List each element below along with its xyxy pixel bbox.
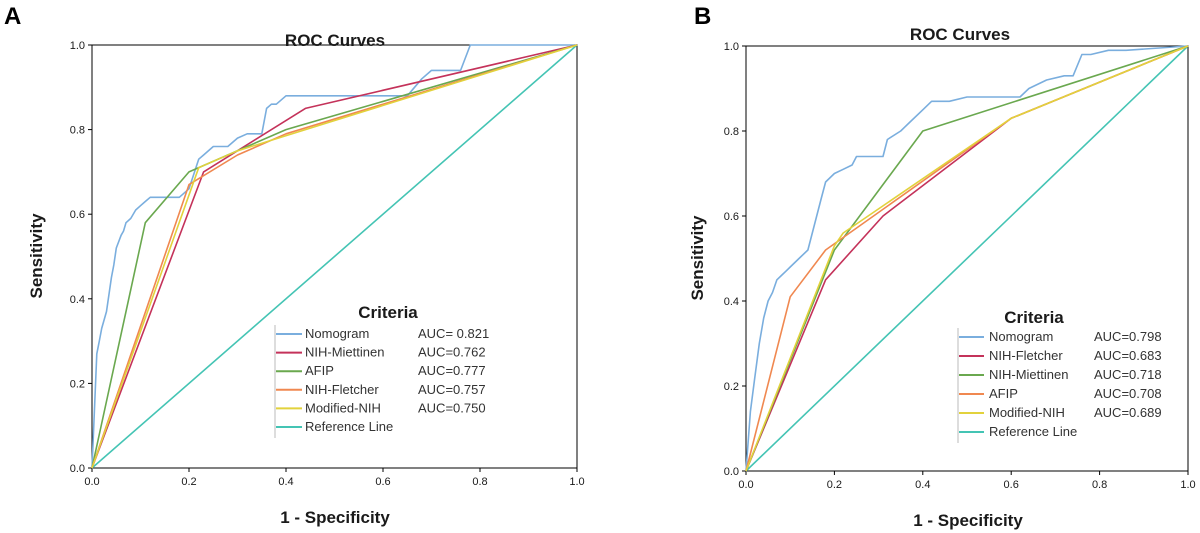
legend-auc-modified-nih: AUC=0.689 (1094, 405, 1162, 420)
x-tick-label: 0.0 (738, 479, 753, 491)
y-tick-label: 0.6 (70, 209, 85, 221)
x-tick-label: 0.6 (375, 476, 390, 488)
x-tick-label: 0.4 (915, 479, 930, 491)
legend-entry-nih-fletcher: NIH-Fletcher (305, 382, 379, 397)
x-axis-label: 1 - Specificity (280, 508, 390, 527)
series-line-nomogram (91, 44, 577, 469)
y-tick-label: 1.0 (70, 40, 85, 52)
y-tick-label: 1.0 (724, 41, 739, 53)
y-tick-label: 0.6 (724, 211, 739, 223)
legend-entry-nomogram: Nomogram (989, 329, 1053, 344)
x-tick-label: 0.4 (278, 476, 293, 488)
x-tick-label: 0.8 (1092, 479, 1107, 491)
x-axis-label: 1 - Specificity (913, 511, 1023, 530)
series-line-nomogram (745, 45, 1189, 472)
legend-auc-afip: AUC=0.708 (1094, 386, 1162, 401)
series-line-afip (91, 44, 578, 469)
y-tick-label: 0.2 (724, 381, 739, 393)
series-line-reference-line (745, 45, 1189, 472)
legend-auc-afip: AUC=0.777 (418, 363, 486, 378)
panel-label: B (694, 3, 711, 30)
y-tick-label: 0.8 (724, 126, 739, 138)
legend-auc-nih-fletcher: AUC=0.683 (1094, 348, 1162, 363)
x-tick-label: 0.2 (181, 476, 196, 488)
legend-entry-modified-nih: Modified-NIH (305, 400, 381, 415)
chart-title: ROC Curves (285, 31, 385, 50)
legend-auc-nih-miettinen: AUC=0.718 (1094, 367, 1162, 382)
panel-label: A (4, 3, 21, 30)
legend-auc-nih-fletcher: AUC=0.757 (418, 382, 486, 397)
y-axis-label: Sensitivity (688, 215, 707, 301)
chart-title: ROC Curves (910, 25, 1010, 44)
series-line-nih-fletcher (91, 44, 578, 469)
plot-frame (745, 45, 1189, 472)
legend-auc-modified-nih: AUC=0.750 (418, 400, 486, 415)
y-tick-label: 0.8 (70, 125, 85, 137)
x-tick-label: 0.0 (84, 476, 99, 488)
legend-entry-nomogram: Nomogram (305, 326, 369, 341)
x-tick-label: 0.2 (827, 479, 842, 491)
legend-entry-afip: AFIP (989, 386, 1018, 401)
legend-entry-nih-miettinen: NIH-Miettinen (989, 367, 1068, 382)
series-line-modified-nih (745, 45, 1189, 472)
legend-title: Criteria (358, 303, 418, 322)
legend-entry-reference-line: Reference Line (989, 424, 1077, 439)
series-line-nih-miettinen (91, 44, 578, 469)
legend-title: Criteria (1004, 308, 1064, 327)
legend-auc-nomogram: AUC= 0.821 (418, 326, 489, 341)
x-tick-label: 0.6 (1004, 479, 1019, 491)
x-tick-label: 1.0 (569, 476, 584, 488)
y-tick-label: 0.0 (70, 463, 85, 475)
x-tick-label: 1.0 (1180, 479, 1195, 491)
legend-entry-nih-miettinen: NIH-Miettinen (305, 345, 384, 360)
plot-frame (91, 44, 578, 469)
y-tick-label: 0.4 (70, 294, 85, 306)
y-axis-label: Sensitivity (27, 213, 46, 299)
series-line-modified-nih (91, 44, 578, 469)
y-tick-label: 0.0 (724, 466, 739, 478)
x-tick-label: 0.8 (472, 476, 487, 488)
legend-auc-nomogram: AUC=0.798 (1094, 329, 1162, 344)
y-tick-label: 0.4 (724, 296, 739, 308)
legend-entry-modified-nih: Modified-NIH (989, 405, 1065, 420)
legend-entry-nih-fletcher: NIH-Fletcher (989, 348, 1063, 363)
legend-auc-nih-miettinen: AUC=0.762 (418, 345, 486, 360)
legend-entry-afip: AFIP (305, 363, 334, 378)
legend-entry-reference-line: Reference Line (305, 419, 393, 434)
series-line-reference-line (91, 44, 578, 469)
y-tick-label: 0.2 (70, 378, 85, 390)
